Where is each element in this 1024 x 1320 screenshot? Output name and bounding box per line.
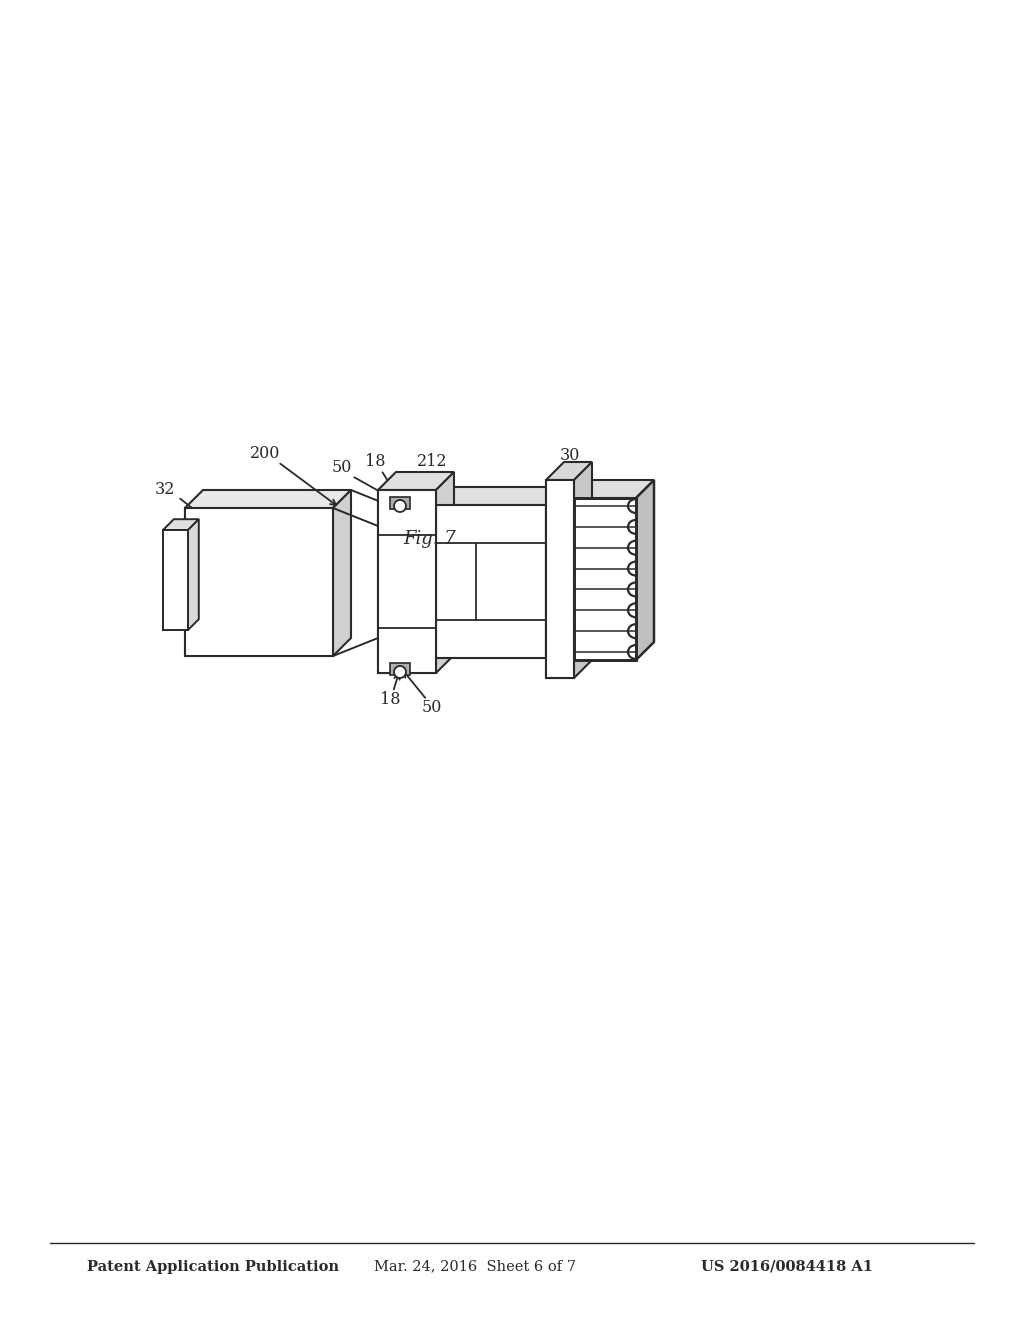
Bar [546, 480, 574, 678]
Bar [378, 490, 436, 673]
Bar [436, 506, 546, 657]
Text: 50: 50 [422, 700, 442, 717]
Polygon shape [378, 473, 454, 490]
Bar [390, 498, 410, 510]
Text: Patent Application Publication: Patent Application Publication [87, 1259, 339, 1274]
Polygon shape [546, 487, 564, 657]
Text: 18: 18 [380, 692, 400, 709]
Bar [378, 490, 436, 673]
Text: 18: 18 [365, 453, 385, 470]
Text: 30: 30 [560, 447, 581, 465]
Polygon shape [574, 462, 592, 678]
Text: 50: 50 [332, 459, 352, 477]
Bar [436, 506, 546, 657]
Text: 212: 212 [417, 453, 447, 470]
Text: Fig. 7: Fig. 7 [403, 529, 457, 548]
Polygon shape [546, 462, 592, 480]
Bar [185, 508, 333, 656]
Bar [185, 508, 333, 656]
Bar [163, 531, 188, 630]
Polygon shape [436, 487, 564, 506]
Text: 32: 32 [155, 482, 175, 499]
Bar [546, 480, 574, 678]
Text: US 2016/0084418 A1: US 2016/0084418 A1 [701, 1259, 873, 1274]
Text: Mar. 24, 2016  Sheet 6 of 7: Mar. 24, 2016 Sheet 6 of 7 [374, 1259, 575, 1274]
Polygon shape [185, 490, 351, 508]
Circle shape [394, 500, 406, 512]
Polygon shape [188, 519, 199, 630]
Circle shape [394, 667, 406, 678]
Polygon shape [333, 490, 351, 656]
Polygon shape [636, 480, 654, 660]
Polygon shape [163, 519, 199, 531]
Text: 200: 200 [250, 445, 281, 462]
Bar [574, 498, 636, 660]
Polygon shape [574, 480, 654, 498]
Bar [390, 663, 410, 675]
Polygon shape [436, 473, 454, 673]
Bar [163, 531, 188, 630]
Bar [574, 498, 636, 660]
